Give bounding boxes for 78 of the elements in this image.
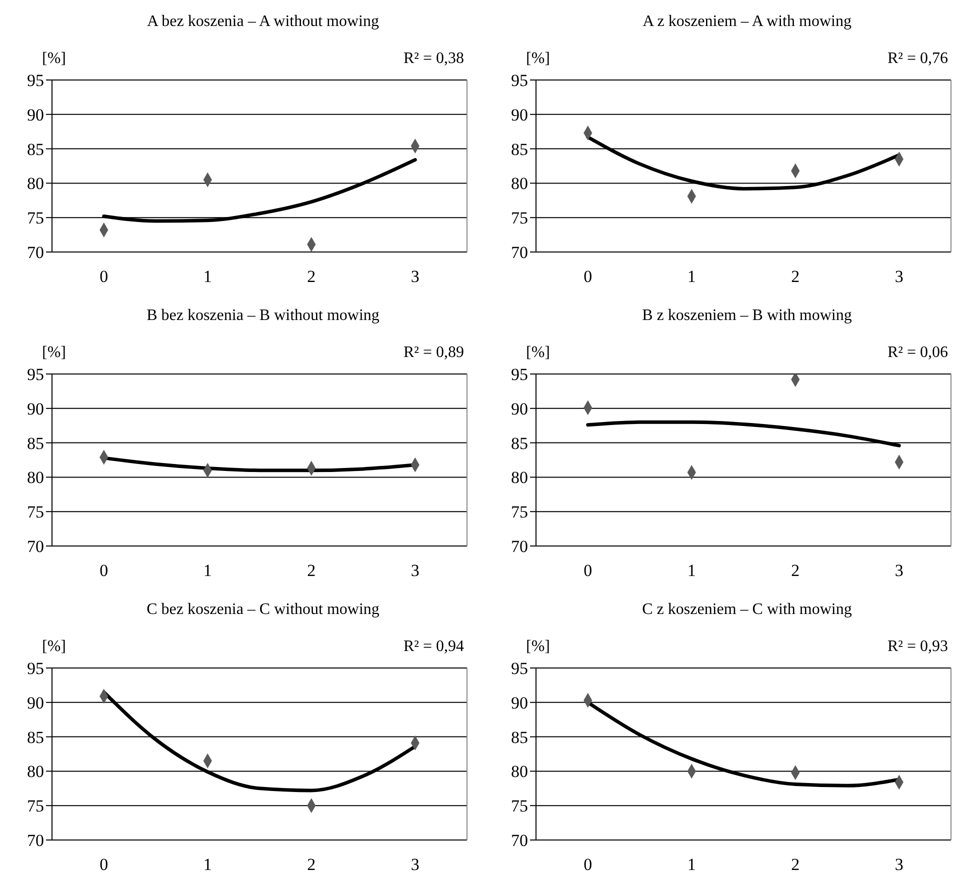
x-tick-label: 0	[100, 561, 108, 580]
text: R² = 0,06	[888, 344, 948, 361]
chart-title: B z koszeniem – B with mowing	[641, 306, 853, 326]
x-tick-label: 0	[584, 267, 592, 286]
y-tick-label: 75	[27, 208, 44, 228]
y-axis-title: [%]	[526, 344, 550, 363]
chart-title: A z koszeniem – A with mowing	[642, 12, 852, 32]
y-tick-label: 90	[27, 105, 44, 124]
y-tick-label: 95	[27, 71, 44, 90]
text: R² = 0,38	[404, 50, 464, 67]
y-tick-label: 95	[511, 365, 528, 384]
y-tick-label: 85	[511, 140, 528, 159]
y-tick-label: 80	[27, 174, 44, 194]
y-tick-label: 70	[27, 243, 44, 262]
y-tick-label: 75	[511, 502, 528, 522]
x-tick-label: 2	[307, 855, 316, 874]
text: R² = 0,93	[888, 638, 948, 655]
x-tick-label: 1	[687, 561, 696, 580]
y-tick-label: 80	[511, 174, 528, 194]
x-tick-label: 1	[203, 267, 212, 286]
y-tick-label: 95	[511, 659, 528, 678]
y-axis-title: [%]	[42, 344, 66, 363]
x-tick-label: 3	[894, 855, 904, 874]
y-axis-title: [%]	[526, 638, 550, 657]
x-tick-label: 2	[791, 855, 800, 874]
text: R² = 0,94	[404, 638, 464, 655]
x-tick-label: 0	[584, 561, 592, 580]
x-tick-label: 1	[203, 855, 212, 874]
chart-title: A bez koszenia – A without mowing	[146, 12, 380, 32]
y-tick-label: 70	[511, 243, 528, 262]
y-tick-label: 90	[511, 105, 528, 124]
text: R² = 0,89	[404, 344, 464, 361]
x-tick-label: 2	[307, 267, 316, 286]
y-tick-label: 85	[27, 728, 44, 747]
y-tick-label: 80	[511, 468, 528, 488]
x-tick-label: 3	[410, 855, 420, 874]
y-tick-label: 75	[27, 796, 44, 816]
y-tick-label: 70	[511, 831, 528, 850]
y-tick-label: 85	[27, 434, 44, 453]
y-tick-label: 70	[27, 831, 44, 850]
text: R² = 0,76	[888, 50, 948, 67]
y-tick-label: 90	[511, 693, 528, 712]
chart-title: B bez koszenia – B without mowing	[146, 306, 380, 326]
y-tick-label: 95	[27, 659, 44, 678]
y-tick-label: 85	[511, 434, 528, 453]
y-tick-label: 90	[511, 399, 528, 418]
chart-title: C bez koszenia – C without mowing	[146, 600, 380, 620]
y-tick-label: 75	[27, 502, 44, 522]
x-tick-label: 0	[100, 267, 108, 286]
y-tick-label: 80	[27, 468, 44, 488]
x-tick-label: 1	[687, 267, 696, 286]
y-tick-label: 70	[27, 537, 44, 556]
x-tick-label: 3	[894, 561, 904, 580]
x-tick-label: 2	[791, 561, 800, 580]
y-tick-label: 90	[27, 693, 44, 712]
y-axis-title: [%]	[42, 638, 66, 657]
y-axis-title: [%]	[526, 50, 550, 69]
x-tick-label: 2	[791, 267, 800, 286]
x-tick-label: 3	[410, 561, 420, 580]
y-tick-label: 95	[27, 365, 44, 384]
x-tick-label: 2	[307, 561, 316, 580]
x-tick-label: 1	[687, 855, 696, 874]
x-tick-label: 3	[894, 267, 904, 286]
y-tick-label: 85	[511, 728, 528, 747]
y-tick-label: 80	[27, 762, 44, 782]
y-axis-title: [%]	[42, 50, 66, 69]
x-tick-label: 1	[203, 561, 212, 580]
y-tick-label: 85	[27, 140, 44, 159]
y-tick-label: 95	[511, 71, 528, 90]
y-tick-label: 75	[511, 796, 528, 816]
y-tick-label: 90	[27, 399, 44, 418]
x-tick-label: 0	[100, 855, 108, 874]
y-tick-label: 80	[511, 762, 528, 782]
chart-title: C z koszeniem – C with mowing	[641, 600, 853, 620]
x-tick-label: 3	[410, 267, 420, 286]
x-tick-label: 0	[584, 855, 592, 874]
y-tick-label: 70	[511, 537, 528, 556]
y-tick-label: 75	[511, 208, 528, 228]
